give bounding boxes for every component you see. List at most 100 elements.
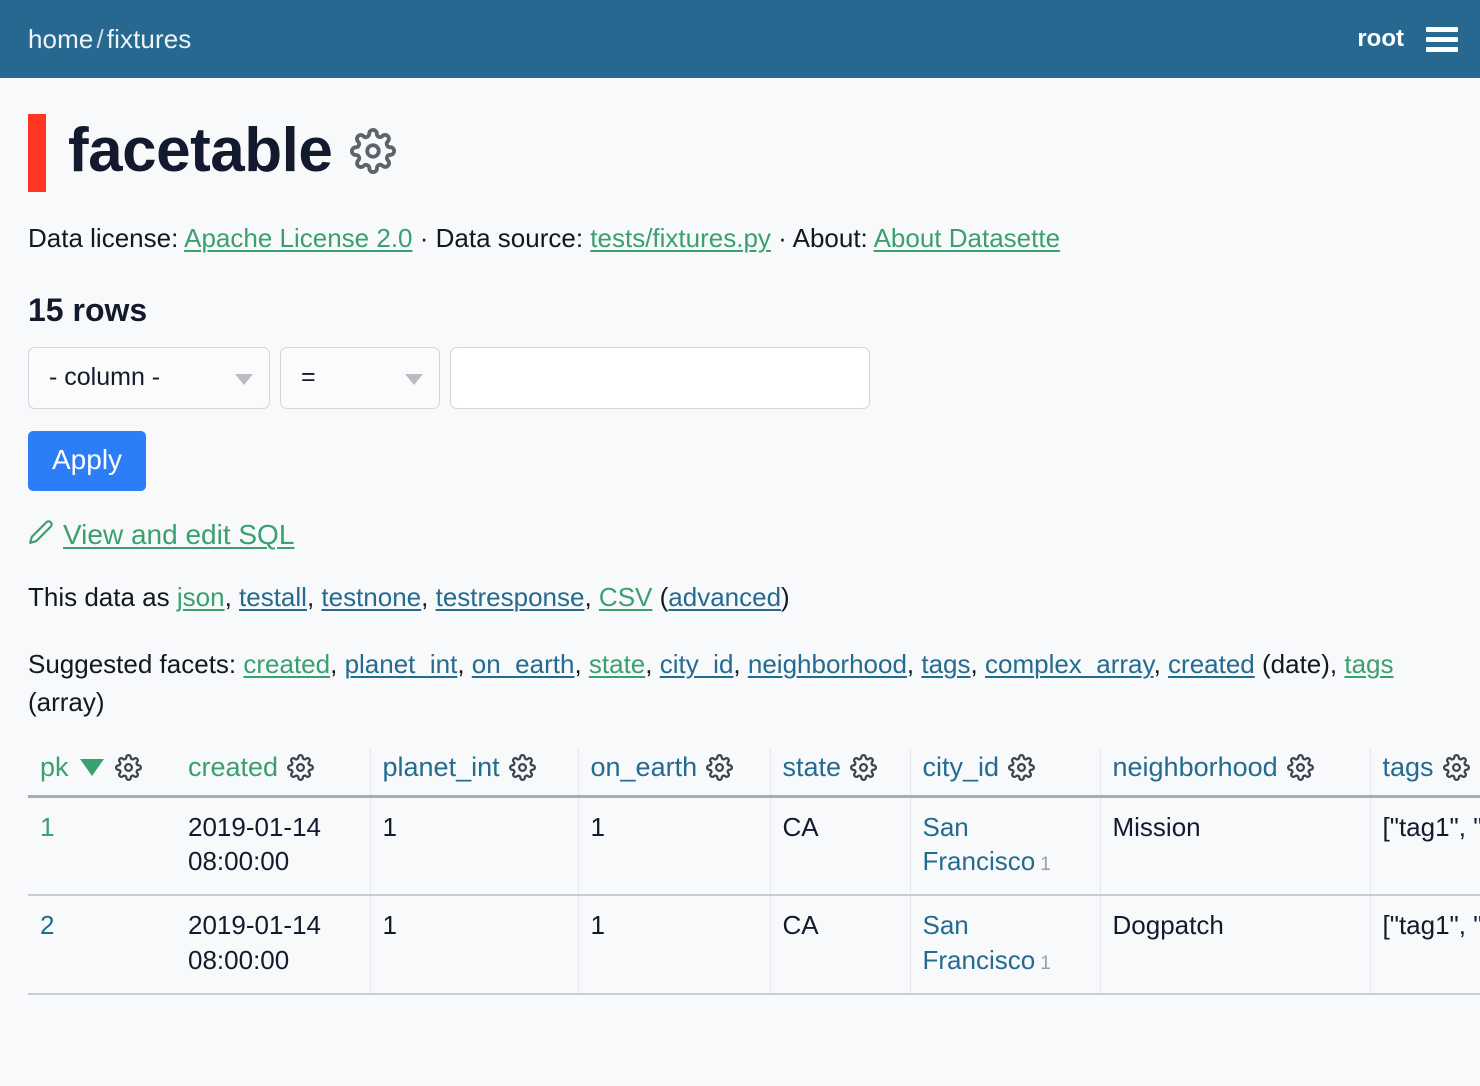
chevron-down-icon [235, 373, 253, 385]
apply-button[interactable]: Apply [28, 430, 147, 491]
main-content: facetable Data license: Apache License 2… [0, 114, 1480, 995]
about-link[interactable]: About Datasette [873, 223, 1061, 253]
column-gear-icon[interactable] [1442, 753, 1470, 781]
column-header-tags[interactable]: tags [1370, 747, 1480, 798]
column-gear-icon[interactable] [1286, 753, 1314, 781]
facet-suffix-date: (date) [1254, 648, 1330, 679]
cell-pk: 2 [28, 895, 176, 995]
results-table: pk created [28, 747, 1480, 995]
table-header-row: pk created [28, 747, 1480, 798]
export-link-advanced[interactable]: advanced [668, 581, 782, 612]
facet-comma: , [970, 648, 985, 679]
export-close-paren: ) [781, 581, 790, 612]
export-links-row: This data as json, testall, testnone, te… [28, 582, 1452, 613]
column-header-label[interactable]: neighborhood [1112, 751, 1278, 782]
filter-operator-select[interactable]: = [280, 346, 440, 409]
export-link-csv[interactable]: CSV [598, 581, 653, 612]
column-header-city-id[interactable]: city_id [910, 747, 1101, 798]
facet-comma: , [906, 648, 922, 679]
data-source-label: Data source: [435, 223, 584, 253]
column-header-label[interactable]: created [188, 751, 279, 782]
column-header-neighborhood[interactable]: neighborhood [1100, 747, 1371, 798]
fk-count: 1 [1040, 854, 1051, 876]
row-city-link[interactable]: San Francisco [922, 910, 1036, 975]
column-header-label[interactable]: tags [1382, 751, 1434, 782]
column-header-label[interactable]: pk [40, 751, 69, 782]
cell-on-earth: 1 [578, 796, 771, 897]
cell-state: CA [770, 796, 911, 897]
export-open-paren: ( [652, 581, 669, 612]
cell-planet-int: 1 [370, 796, 579, 897]
cell-city-id: San Francisco 1 [910, 895, 1101, 995]
column-gear-icon[interactable] [706, 753, 734, 781]
metadata-dot: · [778, 223, 787, 253]
page-title: facetable [68, 116, 333, 185]
export-link-testresponse[interactable]: testresponse [435, 581, 585, 612]
facet-comma: , [1329, 648, 1345, 679]
view-and-edit-sql-link[interactable]: View and edit SQL [63, 519, 295, 551]
row-city-link[interactable]: San Francisco [922, 811, 1036, 877]
column-header-pk[interactable]: pk [28, 747, 176, 798]
cell-created: 2019-01-14 08:00:00 [176, 895, 371, 995]
column-header-label[interactable]: city_id [922, 751, 1000, 782]
column-gear-icon[interactable] [114, 753, 142, 781]
facet-link-created-date[interactable]: created [1168, 648, 1255, 679]
column-gear-icon[interactable] [287, 753, 315, 781]
hamburger-menu-icon[interactable] [1426, 26, 1458, 52]
facet-link-neighborhood[interactable]: neighborhood [747, 648, 907, 679]
data-license-label: Data license: [28, 223, 179, 253]
breadcrumb-home-link[interactable]: home [28, 23, 94, 54]
column-gear-icon[interactable] [508, 753, 536, 781]
facet-link-state[interactable]: state [588, 648, 646, 679]
cell-tags: ["tag1", "tag2"] [1370, 796, 1480, 897]
facet-link-on-earth[interactable]: on_earth [471, 648, 575, 679]
chevron-down-icon [405, 373, 423, 385]
column-header-state[interactable]: state [770, 747, 911, 798]
table-row: 1 2019-01-14 08:00:00 1 1 CA San Francis… [28, 796, 1480, 897]
cell-on-earth: 1 [578, 895, 771, 995]
column-header-label[interactable]: on_earth [590, 751, 698, 782]
facet-link-complex-array[interactable]: complex_array [984, 648, 1154, 679]
export-comma: , [584, 581, 599, 612]
facet-suffix-array: (array) [28, 687, 105, 718]
facet-link-tags[interactable]: tags [921, 648, 971, 679]
column-gear-icon[interactable] [850, 753, 878, 781]
metadata-line: Data license: Apache License 2.0 · Data … [28, 222, 1452, 256]
cell-pk: 1 [28, 796, 176, 897]
breadcrumb: home / fixtures [28, 24, 191, 55]
row-pk-link[interactable]: 2 [40, 910, 55, 941]
table-row: 2 2019-01-14 08:00:00 1 1 CA San Francis… [28, 895, 1480, 995]
export-comma: , [224, 581, 240, 612]
export-link-json[interactable]: json [176, 581, 225, 612]
cell-planet-int: 1 [370, 895, 579, 995]
facet-link-tags-array[interactable]: tags [1344, 648, 1394, 679]
facet-link-created[interactable]: created [243, 648, 331, 679]
suggested-facets-label: Suggested facets: [28, 648, 244, 679]
export-link-testnone[interactable]: testnone [321, 581, 422, 612]
filter-column-select[interactable]: - column - [28, 346, 270, 409]
column-header-label[interactable]: planet_int [382, 751, 500, 782]
facet-link-planet-int[interactable]: planet_int [344, 648, 458, 679]
cell-created: 2019-01-14 08:00:00 [176, 796, 371, 897]
actor-label: root [1357, 25, 1404, 52]
metadata-dot: · [419, 223, 429, 253]
filter-value-input[interactable] [450, 346, 870, 409]
row-pk-link[interactable]: 1 [40, 811, 55, 842]
table-settings-gear-icon[interactable] [350, 128, 397, 174]
sort-descending-icon[interactable] [79, 758, 104, 776]
column-header-planet-int[interactable]: planet_int [370, 747, 579, 798]
export-link-testall[interactable]: testall [239, 581, 307, 612]
breadcrumb-database-link[interactable]: fixtures [106, 23, 192, 54]
column-header-label[interactable]: state [782, 751, 842, 782]
facet-link-city-id[interactable]: city_id [659, 648, 734, 679]
data-source-link[interactable]: tests/fixtures.py [590, 223, 771, 253]
facet-comma: , [330, 648, 345, 679]
column-header-created[interactable]: created [176, 747, 371, 798]
data-license-link[interactable]: Apache License 2.0 [184, 223, 413, 253]
results-table-container[interactable]: pk created [28, 747, 1480, 995]
view-edit-sql-row: View and edit SQL [28, 519, 1452, 552]
column-header-on-earth[interactable]: on_earth [578, 747, 771, 798]
breadcrumb-separator: / [96, 23, 104, 54]
column-gear-icon[interactable] [1008, 753, 1035, 781]
cell-state: CA [770, 895, 911, 995]
